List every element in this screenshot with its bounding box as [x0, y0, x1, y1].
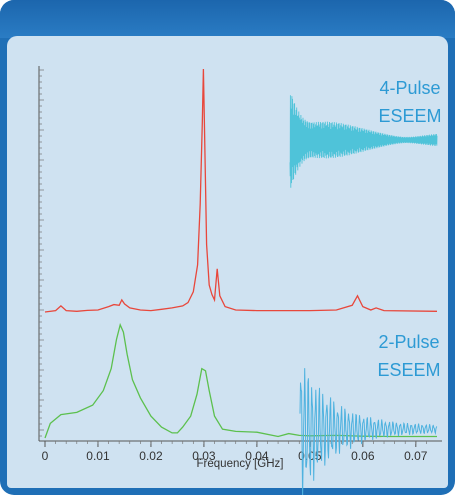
annotation-four-pulse-line2: ESEEM	[378, 106, 441, 126]
x-tick-label-7: 0.07	[404, 449, 428, 463]
inset-four-pulse-time-trace	[289, 95, 438, 188]
series-two-pulse-spectrum	[44, 322, 437, 439]
series-four-pulse-spectrum	[44, 68, 438, 313]
x-axis-title: Frequency [GHz]	[197, 458, 284, 470]
x-tick-label-0: 0	[42, 449, 49, 463]
x-tick-label-1: 0.01	[86, 449, 110, 463]
x-tick-label-6: 0.06	[351, 449, 375, 463]
annotation-two-pulse-line1: 2-Pulse	[378, 332, 439, 352]
annotation-two-pulse-line2: ESEEM	[377, 360, 440, 380]
x-axis-ticks	[44, 441, 427, 447]
inset-two-pulse-time-trace	[299, 368, 438, 495]
card-header	[0, 0, 455, 38]
x-tick-label-4: 0.04	[245, 449, 269, 463]
y-axis-ticks	[39, 69, 44, 437]
x-tick-label-3: 0.03	[192, 449, 216, 463]
x-tick-label-2: 0.02	[139, 449, 163, 463]
annotation-four-pulse-line1: 4-Pulse	[379, 78, 440, 98]
chart-panel	[7, 36, 448, 488]
